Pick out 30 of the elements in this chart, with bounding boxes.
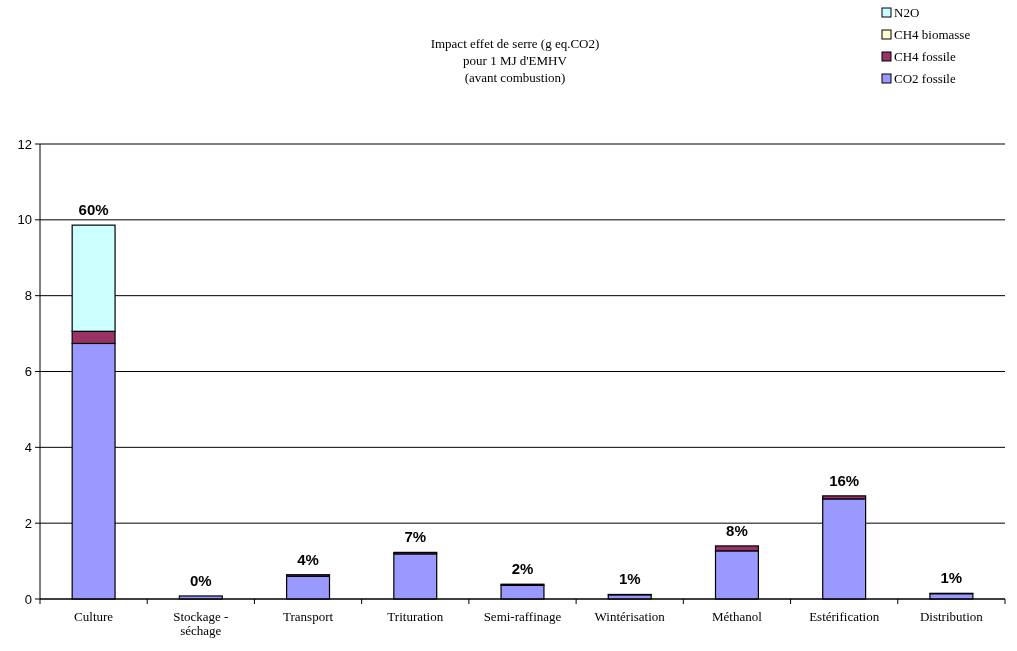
x-tick-label: Transport <box>283 609 334 624</box>
y-tick-label: 6 <box>24 364 32 380</box>
x-tick-label: Stockage - séchage <box>173 609 229 638</box>
x-tick-label: Wintérisation <box>594 609 666 624</box>
legend-label: N2O <box>894 5 920 20</box>
annotation: 8% <box>726 521 748 539</box>
annotation: 60% <box>78 201 109 219</box>
annotation: 4% <box>297 550 319 568</box>
legend-label: CH4 fossile <box>894 49 956 64</box>
y-tick-label: 8 <box>24 288 32 304</box>
annotation: 16% <box>829 471 860 489</box>
annotation: 0% <box>189 571 212 589</box>
x-tick-label: Estérification <box>809 609 880 624</box>
annotation: 1% <box>618 570 641 588</box>
annotation: 7% <box>404 528 427 546</box>
y-tick-label: 2 <box>24 515 32 531</box>
x-tick-label: Culture <box>74 609 114 624</box>
annotation: 2% <box>511 560 534 578</box>
y-tick-label: 4 <box>24 439 32 455</box>
y-tick-label: 0 <box>24 591 32 607</box>
x-tick-label: Distribution <box>919 609 984 624</box>
y-tick-label: 12 <box>17 136 32 152</box>
legend-label: CH4 biomasse <box>894 27 971 42</box>
x-tick-label: Méthanol <box>712 609 763 624</box>
annotation: 1% <box>940 569 963 587</box>
legend-label: CO2 fossile <box>894 71 956 86</box>
y-tick-label: 10 <box>17 212 32 228</box>
x-tick-label: Trituration <box>387 609 444 624</box>
x-tick-label: Semi-raffinage <box>483 609 562 624</box>
chart-title: Impact effet de serre (g eq.CO2) pour 1 MJ d'EMHV (avant combustion) <box>430 36 600 85</box>
